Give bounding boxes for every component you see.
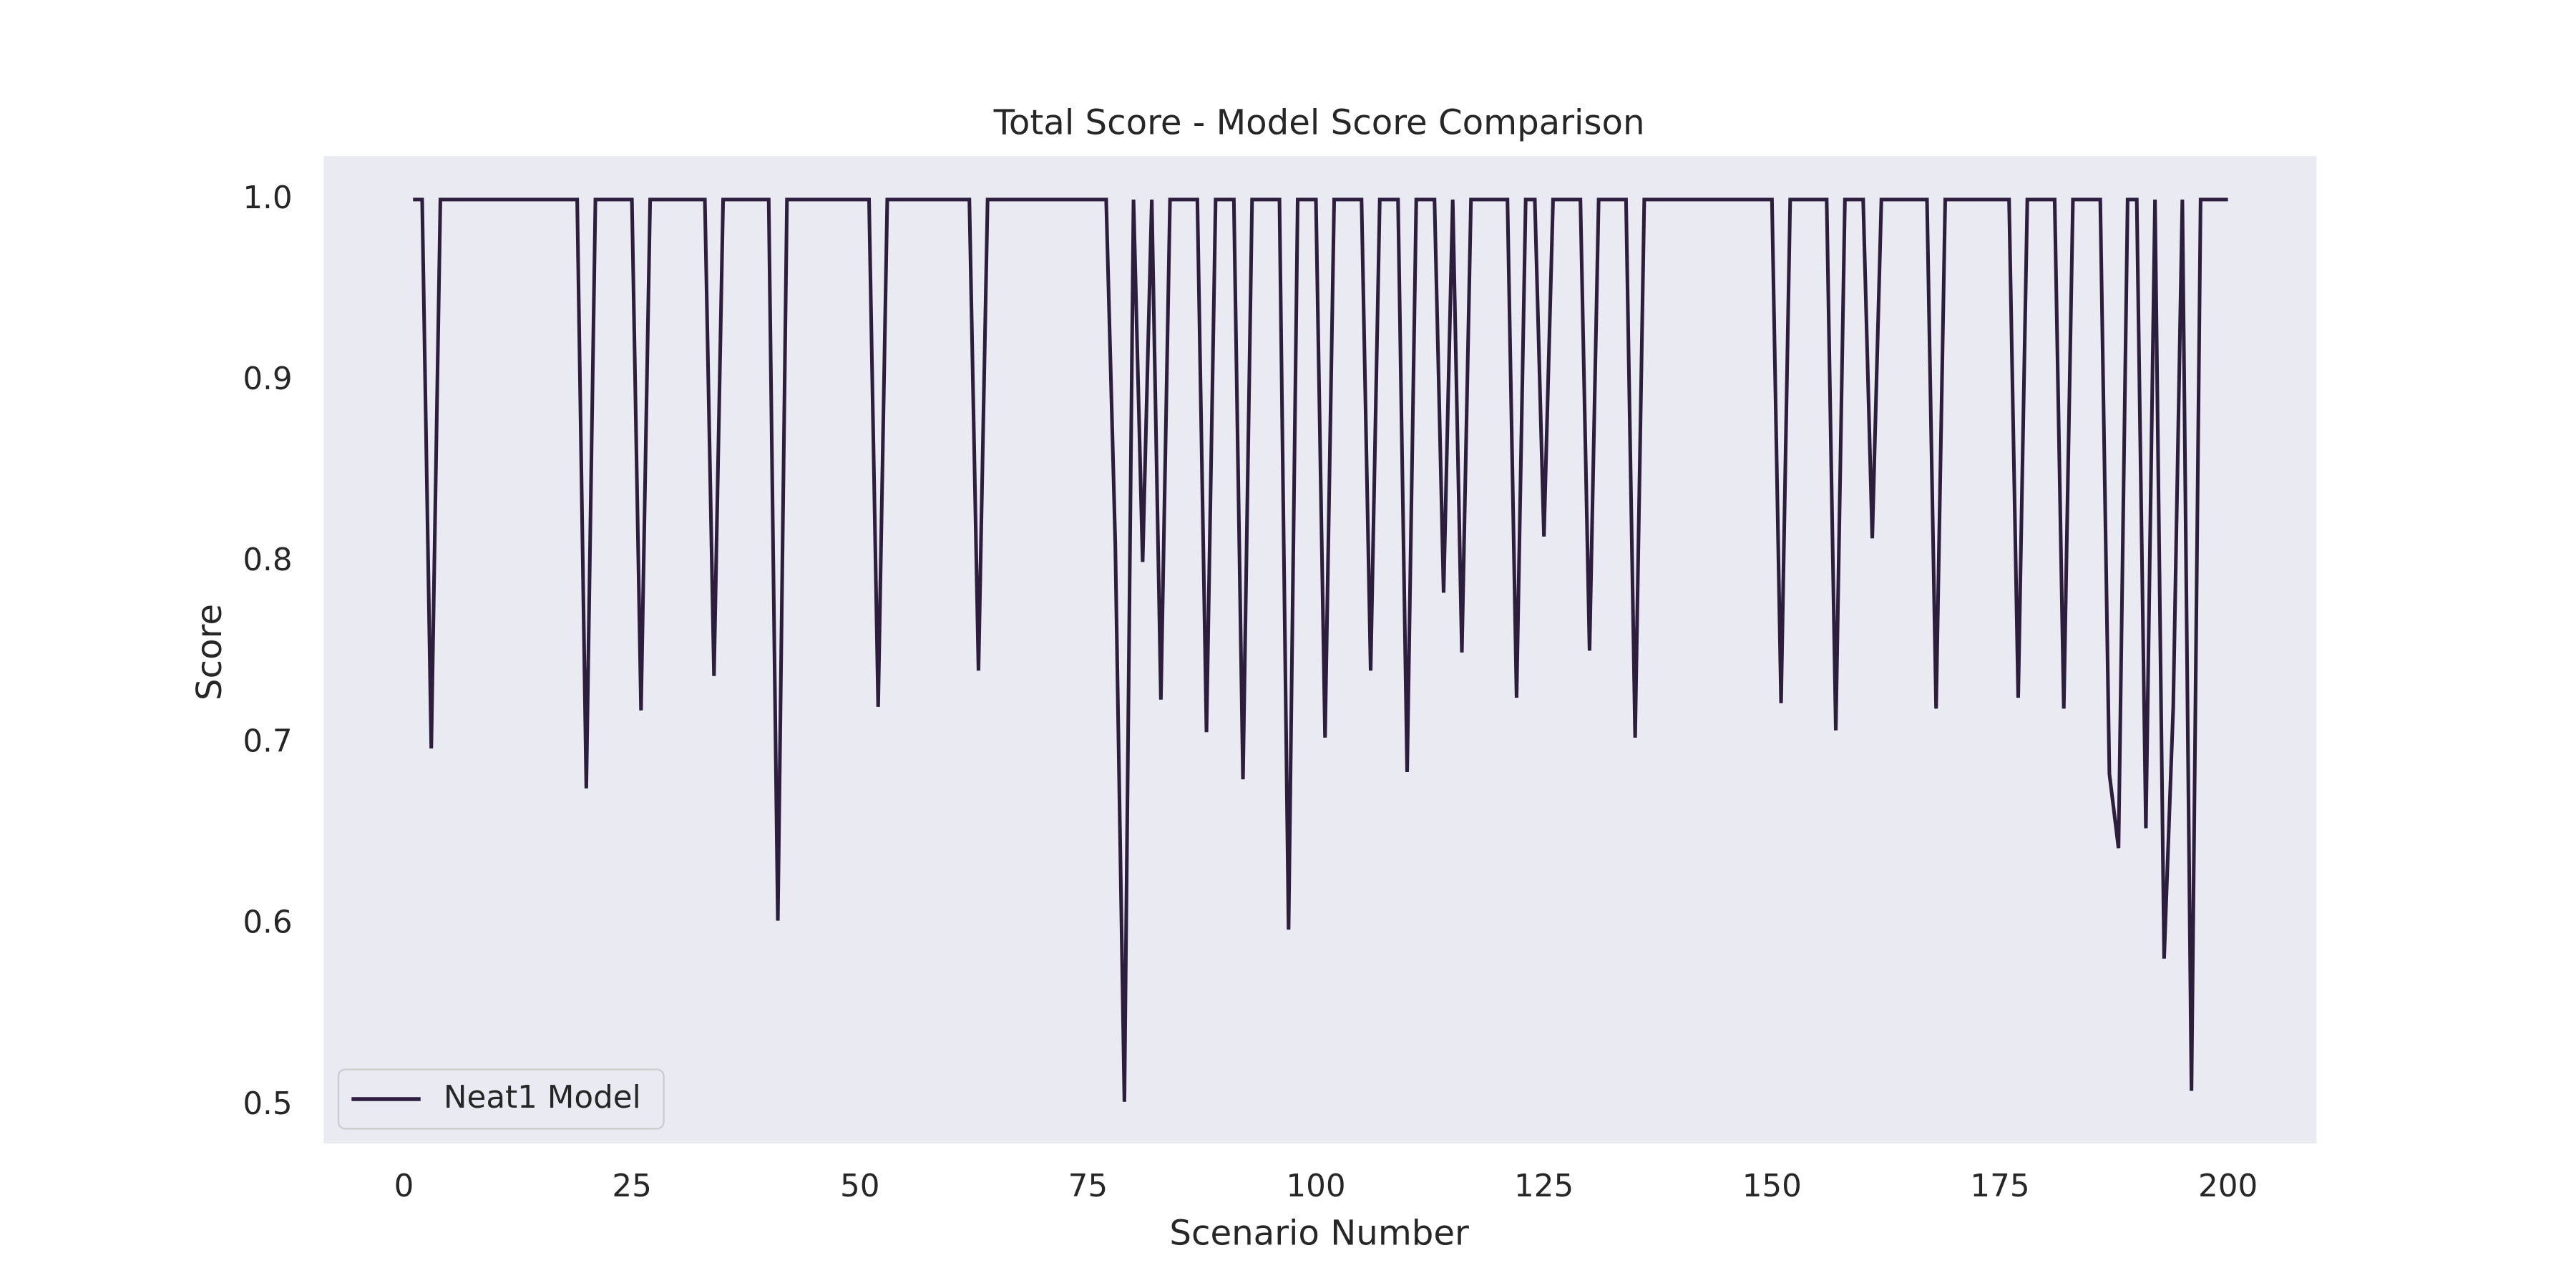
x-tick-label: 75 bbox=[1068, 1169, 1108, 1204]
legend-label: Neat1 Model bbox=[444, 1080, 641, 1116]
x-tick-label: 0 bbox=[394, 1169, 414, 1204]
x-tick-label: 200 bbox=[2198, 1169, 2258, 1204]
x-tick-label: 125 bbox=[1514, 1169, 1574, 1204]
y-tick-label: 0.5 bbox=[243, 1086, 292, 1122]
x-tick-label: 100 bbox=[1286, 1169, 1345, 1204]
y-tick-label: 0.8 bbox=[243, 542, 292, 578]
y-tick-label: 0.6 bbox=[243, 905, 292, 941]
legend: Neat1 Model bbox=[337, 1068, 665, 1130]
x-tick-label: 50 bbox=[840, 1169, 880, 1204]
y-axis-label: Score bbox=[190, 604, 230, 701]
x-tick-label: 150 bbox=[1742, 1169, 1802, 1204]
legend-box bbox=[337, 1068, 665, 1130]
data-line bbox=[413, 197, 2228, 1102]
x-tick-label: 175 bbox=[1970, 1169, 2029, 1204]
x-axis-label: Scenario Number bbox=[1169, 1214, 1469, 1254]
plot-area bbox=[323, 156, 2317, 1143]
y-tick-label: 0.7 bbox=[243, 723, 292, 759]
y-tick-label: 1.0 bbox=[243, 180, 292, 216]
chart-title: Total Score - Model Score Comparison bbox=[993, 102, 1645, 142]
x-tick-label: 25 bbox=[612, 1169, 652, 1204]
y-tick-label: 0.9 bbox=[243, 361, 292, 397]
